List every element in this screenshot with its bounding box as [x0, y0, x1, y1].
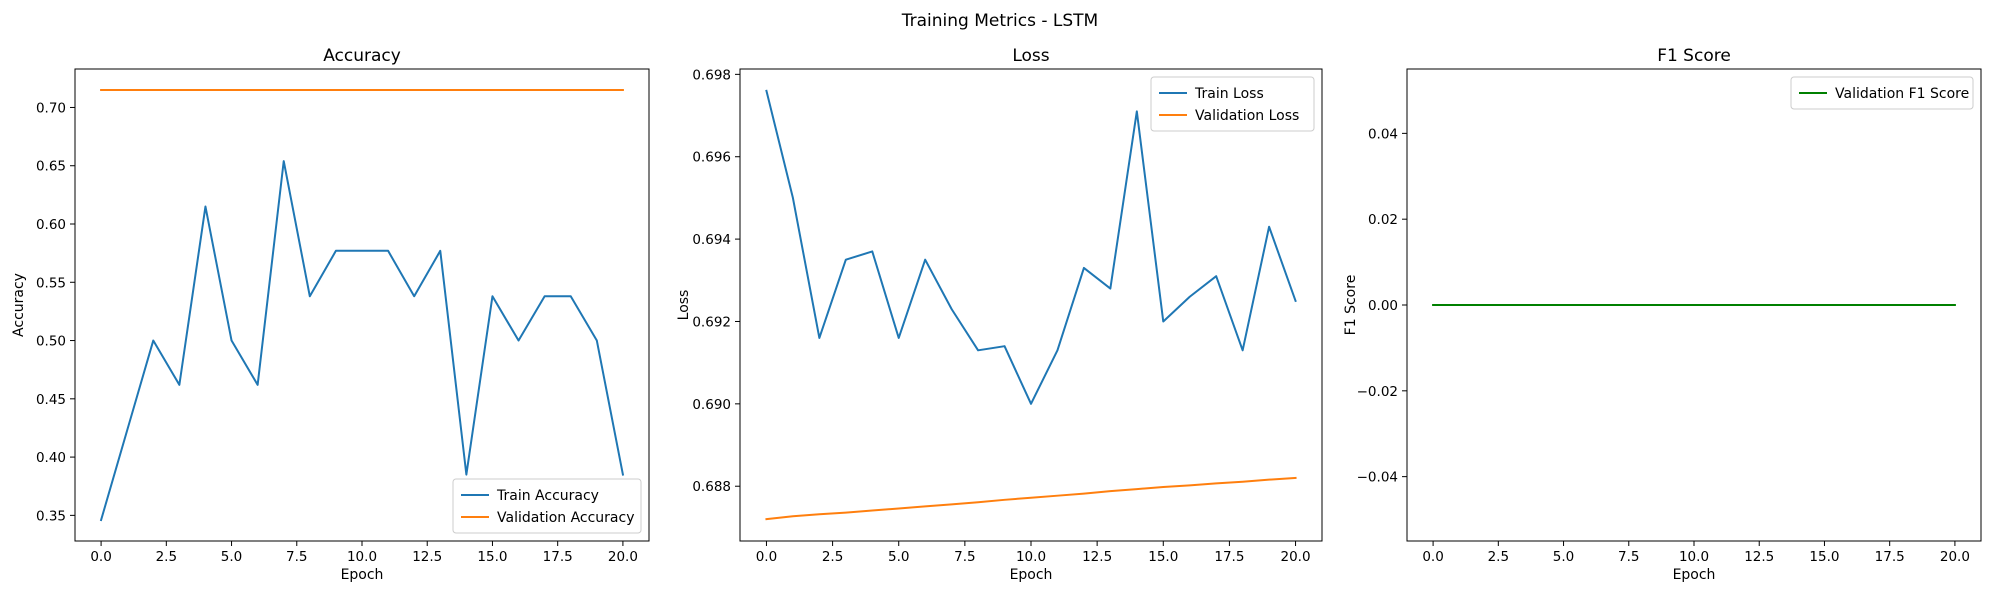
loss-legend: Train Loss Validation Loss — [1150, 76, 1315, 132]
accuracy-xlabel: Epoch — [341, 567, 384, 583]
loss-xtick-label: 17.5 — [1214, 549, 1244, 565]
accuracy-ytick-label: 0.45 — [36, 392, 66, 408]
f1-score-panel: F1 Score 0.0 2.5 5.0 7.5 10.0 12.5 15.0 17.5 20.0… — [1343, 46, 1982, 583]
f1-score-xtick-label: 2.5 — [1488, 549, 1509, 565]
f1-score-ytick-label: 0.04 — [1368, 126, 1398, 142]
accuracy-ylabel: Accuracy — [11, 273, 27, 337]
accuracy-ytick-label: 0.60 — [36, 217, 66, 233]
loss-title: Loss — [1012, 46, 1049, 66]
loss-legend-label: Train Loss — [1194, 86, 1264, 102]
accuracy-xtick-label: 12.5 — [412, 549, 442, 565]
accuracy-ytick-label: 0.35 — [36, 508, 66, 524]
accuracy-legend: Train Accuracy Validation Accuracy — [452, 478, 642, 534]
subplot-panels: Accuracy 0.0 2.5 5.0 7.5 10.0 12.5 15.0 17.5 20.0… — [11, 46, 1982, 583]
f1-score-xtick-label: 15.0 — [1809, 549, 1839, 565]
accuracy-legend-box — [452, 478, 642, 534]
accuracy-ytick-label: 0.65 — [36, 159, 66, 175]
loss-panel: Loss 0.0 2.5 5.0 7.5 10.0 12.5 15.0 17.5 20.0 0.68… — [676, 46, 1323, 583]
loss-ytick-label: 0.694 — [692, 232, 731, 248]
f1-score-ytick-label: 0.02 — [1368, 212, 1398, 228]
loss-xtick-label: 0.0 — [756, 549, 777, 565]
loss-xtick-label: 15.0 — [1148, 549, 1178, 565]
f1-score-xtick-label: 12.5 — [1744, 549, 1774, 565]
accuracy-xtick-label: 10.0 — [347, 549, 377, 565]
loss-xtick-label: 20.0 — [1281, 549, 1311, 565]
loss-xtick-label: 10.0 — [1016, 549, 1046, 565]
loss-xtick-label: 5.0 — [888, 549, 909, 565]
f1-score-xtick-label: 0.0 — [1422, 549, 1443, 565]
loss-series-train-loss-line — [765, 89, 1297, 405]
accuracy-legend-label: Train Accuracy — [496, 488, 599, 504]
f1-score-title: F1 Score — [1657, 46, 1731, 66]
f1-score-ytick-label: −0.02 — [1357, 384, 1398, 400]
accuracy-xtick-label: 5.0 — [221, 549, 242, 565]
accuracy-axes-frame — [74, 68, 650, 542]
f1-score-legend-box — [1790, 76, 1974, 110]
loss-series-validation-loss-line — [765, 476, 1297, 521]
loss-xlabel: Epoch — [1010, 567, 1053, 583]
loss-xtick-label: 7.5 — [954, 549, 975, 565]
accuracy-xtick-label: 0.0 — [90, 549, 111, 565]
figure-suptitle: Training Metrics - LSTM — [901, 11, 1098, 31]
f1-score-xtick-label: 7.5 — [1618, 549, 1639, 565]
f1-score-ytick-label: 0.00 — [1368, 298, 1398, 314]
accuracy-xtick-label: 17.5 — [543, 549, 573, 565]
accuracy-xtick-label: 20.0 — [608, 549, 638, 565]
f1-score-xtick-label: 20.0 — [1940, 549, 1970, 565]
accuracy-xtick-label: 2.5 — [156, 549, 177, 565]
loss-axes-frame — [739, 68, 1323, 542]
accuracy-legend-label: Validation Accuracy — [497, 510, 635, 526]
loss-legend-label: Validation Loss — [1195, 108, 1299, 124]
f1-score-xtick-label: 10.0 — [1679, 549, 1709, 565]
f1-score-xtick-label: 17.5 — [1875, 549, 1905, 565]
loss-legend-box — [1150, 76, 1315, 132]
f1-score-legend: Validation F1 Score — [1790, 76, 1974, 110]
f1-score-ytick-label: −0.04 — [1357, 470, 1398, 486]
loss-ytick-label: 0.692 — [692, 314, 731, 330]
accuracy-panel: Accuracy 0.0 2.5 5.0 7.5 10.0 12.5 15.0 17.5 20.0… — [11, 46, 650, 583]
f1-score-legend-label: Validation F1 Score — [1835, 86, 1969, 102]
f1-score-ylabel: F1 Score — [1343, 275, 1359, 336]
accuracy-ytick-label: 0.55 — [36, 275, 66, 291]
accuracy-title: Accuracy — [323, 46, 401, 66]
loss-ytick-label: 0.696 — [692, 150, 731, 166]
loss-xtick-label: 12.5 — [1082, 549, 1112, 565]
accuracy-xtick-label: 7.5 — [286, 549, 307, 565]
loss-ytick-label: 0.688 — [692, 479, 731, 495]
accuracy-xtick-label: 15.0 — [477, 549, 507, 565]
accuracy-ytick-label: 0.40 — [36, 450, 66, 466]
accuracy-ytick-label: 0.50 — [36, 334, 66, 350]
loss-ytick-label: 0.698 — [692, 67, 731, 83]
f1-score-xtick-label: 5.0 — [1553, 549, 1574, 565]
f1-score-xlabel: Epoch — [1673, 567, 1716, 583]
accuracy-series-train-accuracy-line — [99, 160, 625, 522]
accuracy-ytick-label: 0.70 — [36, 100, 66, 116]
loss-xtick-label: 2.5 — [822, 549, 843, 565]
loss-ylabel: Loss — [676, 290, 692, 321]
loss-ytick-label: 0.690 — [692, 397, 731, 413]
